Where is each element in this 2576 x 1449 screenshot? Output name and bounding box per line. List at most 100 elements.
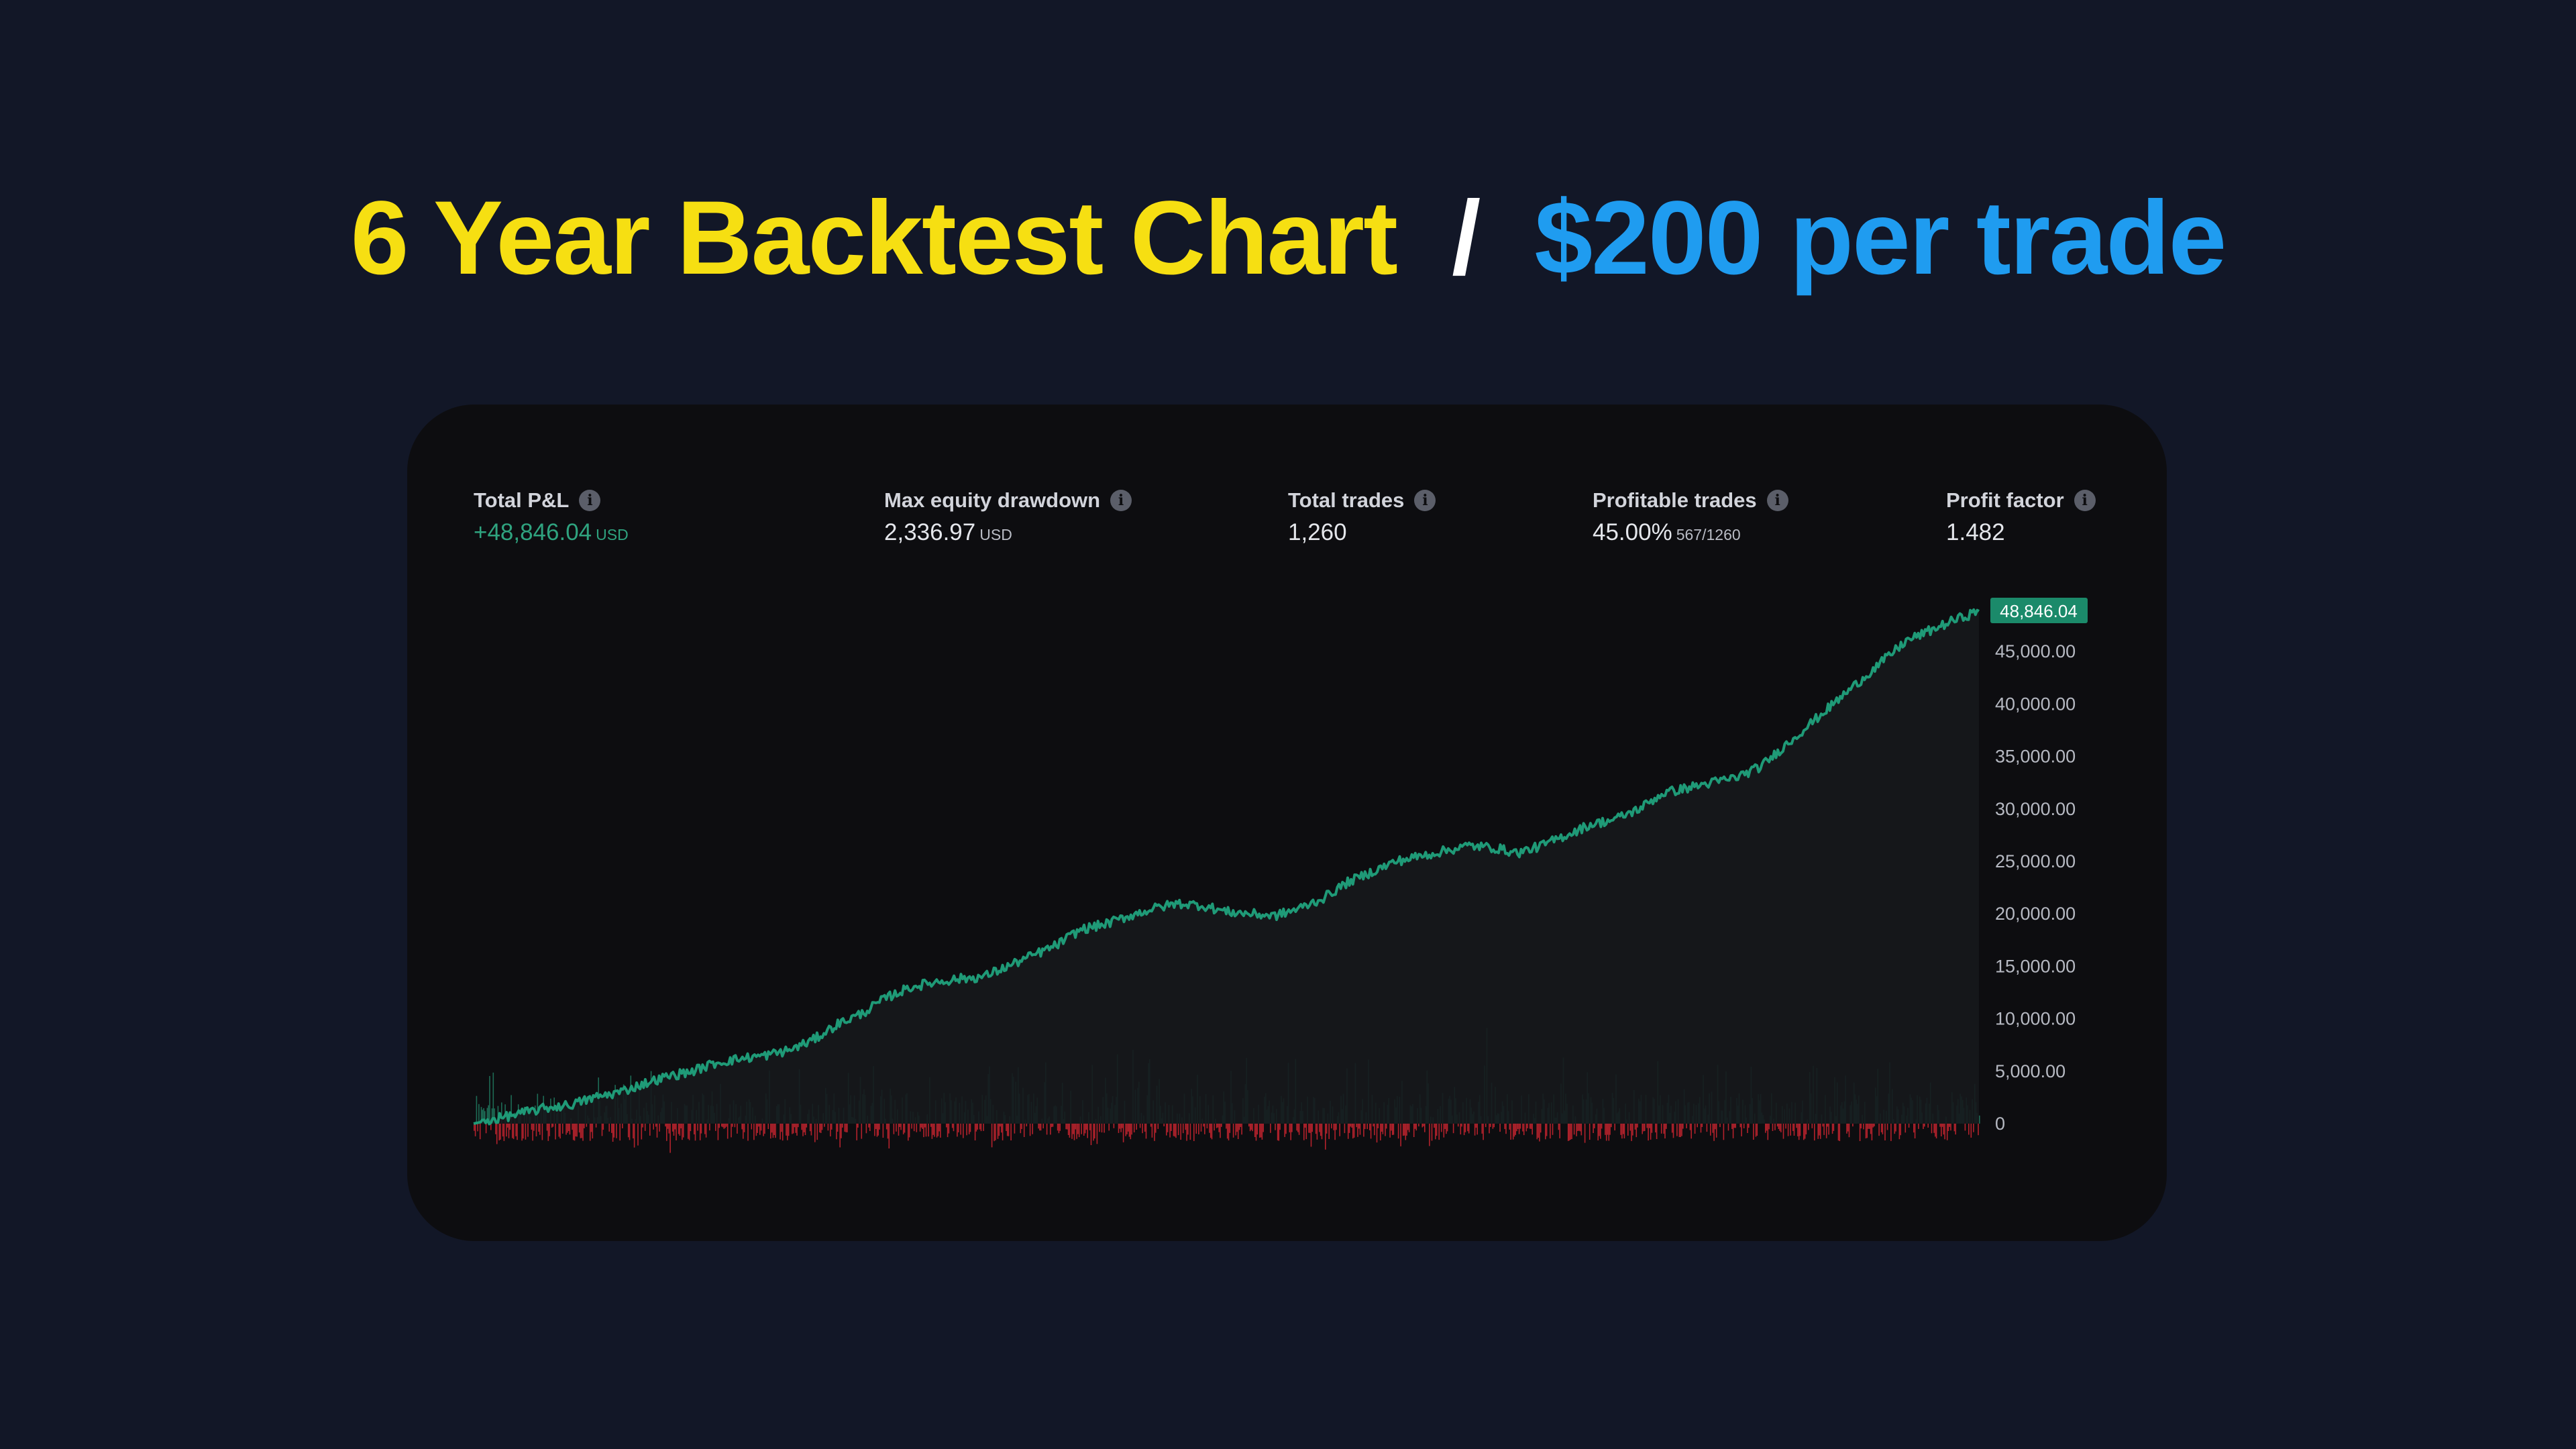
losing-trade-bar xyxy=(1656,1124,1658,1139)
info-icon[interactable]: i xyxy=(1110,490,1132,511)
losing-trade-bar xyxy=(1672,1124,1674,1138)
losing-trade-bar xyxy=(1305,1124,1307,1140)
info-icon[interactable]: i xyxy=(579,490,601,511)
winning-trade-bar xyxy=(482,1110,484,1124)
losing-trade-bar xyxy=(549,1124,550,1136)
losing-trade-bar xyxy=(796,1124,798,1136)
losing-trade-bar xyxy=(1941,1124,1942,1136)
losing-trade-bar xyxy=(1490,1124,1491,1127)
losing-trade-bar xyxy=(1933,1124,1935,1133)
losing-trade-bar xyxy=(1686,1124,1687,1128)
losing-trade-bar xyxy=(928,1124,929,1137)
y-tick-label: 25,000.00 xyxy=(1995,851,2076,871)
losing-trade-bar xyxy=(1131,1124,1132,1135)
losing-trade-bar xyxy=(1723,1124,1725,1140)
losing-trade-bar xyxy=(644,1124,646,1131)
losing-trade-bar xyxy=(724,1124,726,1128)
winning-trade-bar xyxy=(489,1075,490,1124)
losing-trade-bar xyxy=(1512,1124,1514,1140)
losing-trade-bar xyxy=(1627,1124,1629,1136)
losing-trade-bar xyxy=(1460,1124,1462,1135)
info-icon[interactable]: i xyxy=(1414,490,1436,511)
losing-trade-bar xyxy=(523,1124,524,1139)
losing-trade-bar xyxy=(1798,1124,1800,1140)
losing-trade-bar xyxy=(1474,1124,1476,1136)
losing-trade-bar xyxy=(997,1124,999,1139)
losing-trade-bar xyxy=(1237,1124,1239,1139)
losing-trade-bar xyxy=(656,1124,658,1138)
losing-trade-bar xyxy=(885,1124,888,1130)
winning-trade-bar xyxy=(511,1095,512,1124)
losing-trade-bar xyxy=(1104,1124,1105,1133)
losing-trade-bar xyxy=(760,1124,762,1131)
losing-trade-bar xyxy=(1731,1124,1733,1129)
losing-trade-bar xyxy=(968,1124,970,1134)
winning-trade-bar xyxy=(488,1105,489,1124)
losing-trade-bar xyxy=(575,1124,577,1137)
losing-trade-bar xyxy=(1955,1124,1956,1135)
losing-trade-bar xyxy=(1866,1124,1868,1138)
losing-trade-bar xyxy=(893,1124,895,1134)
losing-trade-bar xyxy=(804,1124,806,1135)
losing-trade-bar xyxy=(1605,1124,1606,1135)
losing-trade-bar xyxy=(1358,1124,1360,1129)
losing-trade-bar xyxy=(1446,1124,1447,1134)
losing-trade-bar xyxy=(847,1124,848,1132)
losing-trade-bar xyxy=(1256,1124,1258,1135)
losing-trade-bar xyxy=(717,1124,719,1140)
losing-trade-bar xyxy=(1700,1124,1702,1133)
losing-trade-bar xyxy=(1023,1124,1025,1137)
losing-trade-bar xyxy=(1226,1124,1228,1139)
losing-trade-bar xyxy=(1089,1124,1091,1130)
losing-trade-bar xyxy=(1020,1124,1022,1134)
losing-trade-bar xyxy=(1443,1124,1445,1138)
losing-trade-bar xyxy=(1655,1124,1656,1133)
losing-trade-bar xyxy=(1026,1124,1028,1127)
losing-trade-bar xyxy=(1536,1124,1538,1140)
losing-trade-bar xyxy=(1796,1124,1797,1128)
losing-trade-bar xyxy=(1328,1124,1330,1139)
metric-label: Profitable trades xyxy=(1593,488,1757,512)
losing-trade-bar xyxy=(1860,1124,1862,1129)
losing-trade-bar xyxy=(535,1124,537,1136)
losing-trade-bar xyxy=(1924,1124,1925,1127)
losing-trade-bar xyxy=(1204,1124,1205,1134)
losing-trade-bar xyxy=(937,1124,939,1136)
losing-trade-bar xyxy=(1467,1124,1468,1132)
losing-trade-bar xyxy=(1805,1124,1807,1134)
losing-trade-bar xyxy=(1408,1124,1410,1132)
losing-trade-bar xyxy=(1277,1124,1279,1140)
losing-trade-bar xyxy=(1289,1124,1291,1132)
losing-trade-bar xyxy=(1316,1124,1318,1140)
losing-trade-bar xyxy=(718,1124,720,1128)
metric-total-pnl: Total P&L i +48,846.04 USD xyxy=(474,486,629,546)
losing-trade-bar xyxy=(1424,1124,1426,1132)
equity-chart[interactable]: 45,000.00 40,000.00 35,000.00 30,000.00 25,0… xyxy=(407,405,2167,1241)
losing-trade-bar xyxy=(531,1124,533,1130)
losing-trade-bar xyxy=(1614,1124,1615,1131)
losing-trade-bar xyxy=(1519,1124,1521,1129)
losing-trade-bar xyxy=(1797,1124,1799,1136)
info-icon[interactable]: i xyxy=(1766,490,1788,511)
metric-value: 1,260 xyxy=(1288,519,1347,545)
losing-trade-bar xyxy=(1002,1124,1004,1140)
losing-trade-bar xyxy=(1492,1124,1494,1129)
losing-trade-bar xyxy=(705,1124,707,1138)
info-icon[interactable]: i xyxy=(2074,490,2096,511)
losing-trade-bar xyxy=(1828,1124,1829,1135)
losing-trade-bar xyxy=(1953,1124,1955,1132)
losing-trade-bar xyxy=(1914,1124,1916,1138)
losing-trade-bar xyxy=(1973,1124,1974,1132)
losing-trade-bar xyxy=(732,1124,733,1127)
metric-label: Profit factor xyxy=(1946,488,2064,512)
losing-trade-bar xyxy=(1870,1124,1872,1134)
losing-trade-bar xyxy=(1418,1124,1419,1127)
losing-trade-bar xyxy=(1353,1124,1355,1138)
losing-trade-bar xyxy=(1270,1124,1271,1133)
losing-trade-bar xyxy=(1571,1124,1572,1139)
losing-trade-bar xyxy=(611,1124,612,1133)
losing-trade-bar xyxy=(882,1124,884,1138)
metric-value: 1.482 xyxy=(1946,519,2005,545)
losing-trade-bar xyxy=(1886,1124,1888,1130)
